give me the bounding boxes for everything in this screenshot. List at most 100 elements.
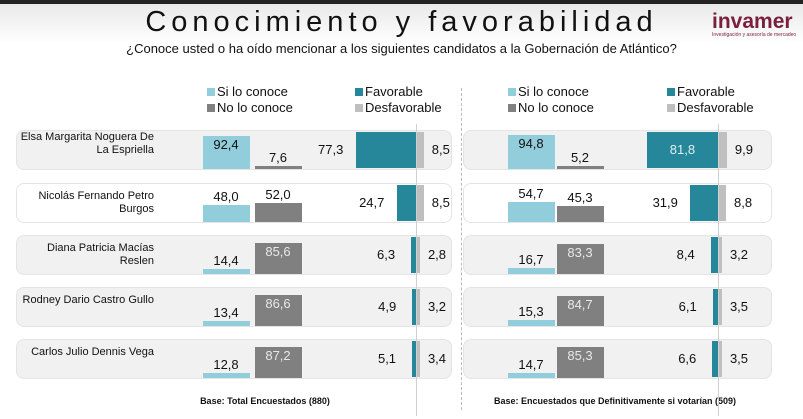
page-title: Conocimiento y favorabilidad [145, 6, 658, 38]
value-favorable: 6,6 [678, 351, 697, 366]
bar-no [557, 166, 604, 169]
legend-label: Si lo conoce [518, 84, 589, 99]
bar-desfavorable [417, 132, 424, 168]
legend-si: Si lo conoce [207, 84, 288, 99]
candidate-name: Elsa Margarita Noguera De La Espriella [20, 131, 154, 156]
value-no: 85,3 [567, 348, 593, 364]
value-no: 87,2 [265, 347, 291, 363]
legend-label: Desfavorable [365, 100, 442, 115]
legend-label: Favorable [677, 84, 735, 99]
bar-desfavorable [417, 237, 420, 273]
value-desfavorable: 3,2 [427, 299, 447, 314]
legend-desfav: Desfavorable [667, 100, 754, 115]
bar-favorable [646, 132, 718, 168]
bar-si [508, 267, 555, 274]
bar-favorable [710, 237, 718, 273]
value-si: 16,7 [518, 251, 544, 267]
value-desfavorable: 8,5 [431, 142, 450, 157]
candidate-name: Nicolás Fernando Petro Burgos [38, 190, 154, 215]
legend-swatch [207, 87, 215, 96]
legend-label: Favorable [365, 84, 423, 99]
subtitle: ¿Conoce usted o ha oído mencionar a los … [126, 41, 677, 56]
legend-swatch [355, 103, 363, 112]
bar-desfavorable [719, 341, 722, 377]
bar-no [255, 346, 302, 378]
value-no: 83,3 [567, 245, 593, 260]
bar-favorable [712, 289, 718, 325]
value-si: 14,4 [213, 252, 239, 268]
value-favorable: 6,3 [377, 247, 396, 262]
legend-swatch [667, 87, 675, 96]
value-desfavorable: 3,5 [729, 351, 749, 366]
favorability-axis [416, 124, 417, 416]
bar-no [255, 243, 302, 274]
value-desfavorable: 3,5 [729, 299, 749, 314]
value-no: 7,6 [268, 150, 288, 165]
value-favorable: 81,8 [669, 142, 696, 157]
bar-no [557, 244, 604, 274]
value-no: 5,2 [570, 150, 590, 165]
value-desfavorable: 8,8 [733, 195, 753, 210]
base-note: Base: Encuestados que Definitivamente si… [493, 396, 737, 406]
legend-desfav: Desfavorable [355, 100, 442, 115]
favorability-axis [718, 124, 719, 416]
candidate-name: Rodney Dario Castro Gullo [22, 294, 154, 306]
legend-label: No lo conoce [217, 100, 293, 115]
bar-desfavorable [719, 237, 722, 273]
bar-no [557, 295, 604, 326]
candidate-row [16, 339, 452, 379]
bar-si [203, 321, 250, 326]
bar-favorable [355, 132, 416, 168]
candidate-row [16, 287, 452, 327]
bar-favorable [412, 289, 416, 325]
bar-desfavorable [417, 289, 420, 325]
value-si: 48,0 [213, 188, 239, 204]
value-desfavorable: 2,8 [427, 247, 447, 262]
bar-si [508, 372, 555, 378]
legend-swatch [508, 87, 516, 96]
bar-no [255, 294, 302, 326]
value-si: 94,8 [518, 135, 544, 151]
legend-si: Si lo conoce [508, 84, 589, 99]
value-si: 14,7 [518, 356, 544, 372]
legend-fav: Favorable [667, 84, 735, 99]
value-no: 45,3 [567, 189, 593, 205]
bar-desfavorable [719, 132, 727, 168]
legend-label: No lo conoce [518, 100, 594, 115]
bar-no [255, 203, 302, 222]
bar-no [557, 205, 604, 222]
bar-desfavorable [719, 289, 722, 325]
legend-no: No lo conoce [508, 100, 594, 115]
legend-label: Si lo conoce [217, 84, 288, 99]
bar-si [508, 202, 555, 222]
value-no: 52,0 [265, 187, 291, 203]
value-favorable: 5,1 [377, 351, 397, 366]
bar-si [203, 204, 250, 222]
candidate-name: Carlos Julio Dennis Vega [31, 346, 154, 358]
top-border [0, 0, 803, 4]
panel-divider [461, 88, 462, 410]
bar-desfavorable [417, 341, 420, 377]
candidate-row [16, 235, 452, 275]
bar-si [203, 135, 250, 169]
bar-favorable [396, 185, 416, 221]
value-no: 86,6 [265, 295, 291, 311]
value-favorable: 77,3 [318, 142, 344, 157]
bar-si [203, 268, 250, 274]
value-favorable: 8,4 [676, 247, 695, 262]
bar-favorable [412, 341, 416, 377]
value-favorable: 4,9 [378, 299, 397, 314]
bar-si [203, 373, 250, 378]
bar-no [255, 166, 302, 169]
base-note: Base: Total Encuestados (880) [200, 396, 330, 406]
value-desfavorable: 8,5 [431, 195, 450, 210]
value-si: 12,8 [213, 357, 239, 373]
legend-swatch [667, 103, 675, 112]
bar-favorable [690, 185, 718, 221]
value-si: 13,4 [213, 305, 239, 321]
value-no: 84,7 [567, 296, 593, 312]
bar-favorable [712, 341, 718, 377]
value-favorable: 6,1 [678, 299, 697, 314]
legend-fav: Favorable [355, 84, 423, 99]
logo: invamer [712, 10, 793, 33]
